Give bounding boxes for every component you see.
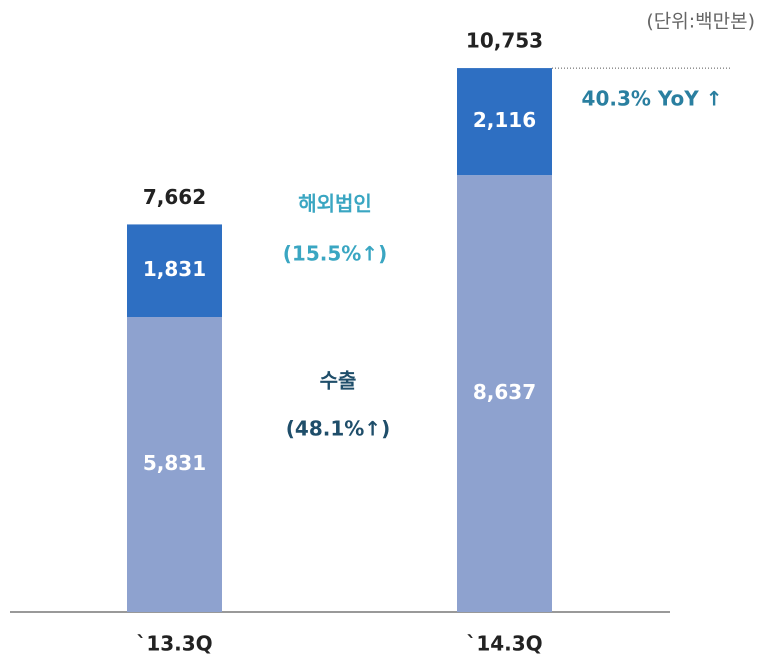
bar-segment xyxy=(457,68,552,176)
legend-label: 해외법인 xyxy=(298,192,372,216)
bar-segment xyxy=(127,224,222,318)
total-label: 10,753 xyxy=(466,29,543,53)
annotation: (15.5%↑) xyxy=(283,242,387,266)
legend-label: 수출 xyxy=(320,369,357,393)
unit-note: (단위:백만본) xyxy=(646,11,755,33)
value-label: 1,831 xyxy=(143,257,206,281)
value-label: 8,637 xyxy=(473,380,536,404)
bar-segment xyxy=(127,317,222,612)
annotation: (48.1%↑) xyxy=(286,417,390,441)
value-label: 5,831 xyxy=(143,451,206,475)
value-label: 2,116 xyxy=(473,108,536,132)
x-tick-label: `13.3Q xyxy=(136,632,212,656)
bar-segment xyxy=(457,175,552,612)
x-tick-label: `14.3Q xyxy=(466,632,542,656)
total-label: 7,662 xyxy=(143,185,206,209)
annotation: 40.3% YoY ↑ xyxy=(582,87,723,111)
